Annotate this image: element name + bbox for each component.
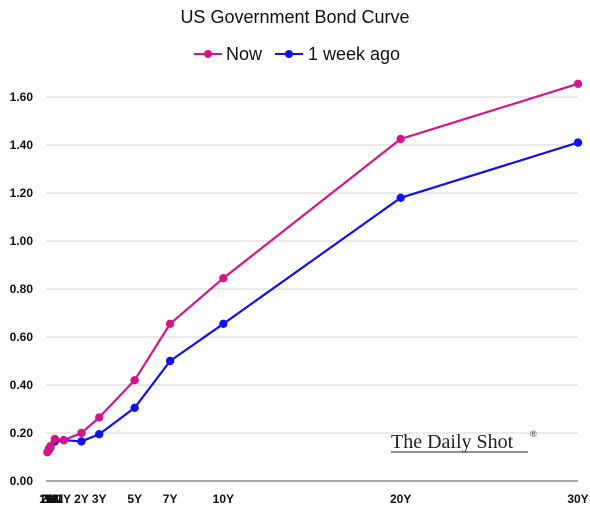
series-point-now-2y	[77, 428, 86, 438]
series-point-now-10y	[219, 274, 228, 283]
x-tick-label-3y: 3Y	[92, 492, 107, 506]
watermark: The Daily Shot ®	[391, 429, 537, 453]
series-line-now	[46, 82, 580, 454]
series-point-now-30y	[573, 79, 583, 89]
series-point-now-6m	[50, 434, 60, 444]
series-point-1-week-ago-10y	[219, 319, 228, 328]
plot-area: 0.00 0.20 0.40 0.60 0.80 1.00 1.20 1.40 1.60 1M2M…	[10, 79, 589, 506]
series-line-1-week-ago	[46, 141, 580, 454]
series-point-now-1y	[59, 436, 68, 445]
x-tick-label-1m: 1M	[39, 492, 56, 506]
x-tick-label-2y: 2Y	[74, 492, 89, 506]
series-point-1-week-ago-30y	[573, 138, 583, 147]
watermark-text: The Daily Shot	[391, 431, 514, 453]
legend-item-now: Now	[194, 44, 263, 64]
series-point-1-week-ago-7y	[165, 356, 175, 366]
legend-label-1-week-ago: 1 week ago	[308, 44, 400, 64]
series-point-now-20y	[396, 134, 405, 144]
series-point-1-week-ago-2y	[77, 437, 86, 446]
y-tick-label-1-60: 1.60	[10, 90, 34, 104]
legend-label-now: Now	[226, 44, 263, 64]
y-tick-label-0-20: 0.20	[10, 426, 34, 440]
legend-marker-1-week-ago	[285, 50, 293, 58]
y-tick-label-0-40: 0.40	[10, 378, 34, 392]
legend-item-1-week-ago: 1 week ago	[275, 44, 400, 64]
y-tick-label-1-20: 1.20	[10, 186, 34, 200]
x-tick-label-20y: 20Y	[390, 492, 411, 506]
series-point-1-week-ago-3y	[95, 430, 104, 439]
x-tick-label-2m: 2M	[41, 492, 58, 506]
x-tick-label-3m: 3M	[42, 492, 59, 506]
watermark-mark: ®	[530, 429, 537, 439]
series-point-1-week-ago-20y	[396, 193, 405, 202]
y-tick-label-0-00: 0.00	[10, 474, 34, 488]
y-tick-label-0-60: 0.60	[10, 330, 34, 344]
legend-marker-now	[204, 50, 212, 58]
series-point-now-3m	[46, 442, 55, 451]
y-tick-label-1-00: 1.00	[10, 234, 34, 248]
series-point-now-7y	[165, 319, 175, 328]
y-tick-label-0-80: 0.80	[10, 282, 34, 296]
chart-title: US Government Bond Curve	[180, 7, 409, 27]
x-tick-label-1y: 1Y	[56, 492, 71, 506]
legend: Now 1 week ago	[194, 44, 400, 64]
series-point-1-week-ago-5y	[130, 403, 139, 412]
x-tick-label-30y: 30Y	[567, 492, 588, 506]
x-tick-label-7y: 7Y	[163, 492, 178, 506]
x-tick-label-5y: 5Y	[127, 492, 142, 506]
series-point-now-5y	[130, 376, 139, 385]
x-tick-label-10y: 10Y	[213, 492, 234, 506]
y-tick-label-1-40: 1.40	[10, 138, 34, 152]
x-tick-label-6m: 6M	[47, 492, 64, 506]
series-point-now-3y	[95, 413, 104, 422]
